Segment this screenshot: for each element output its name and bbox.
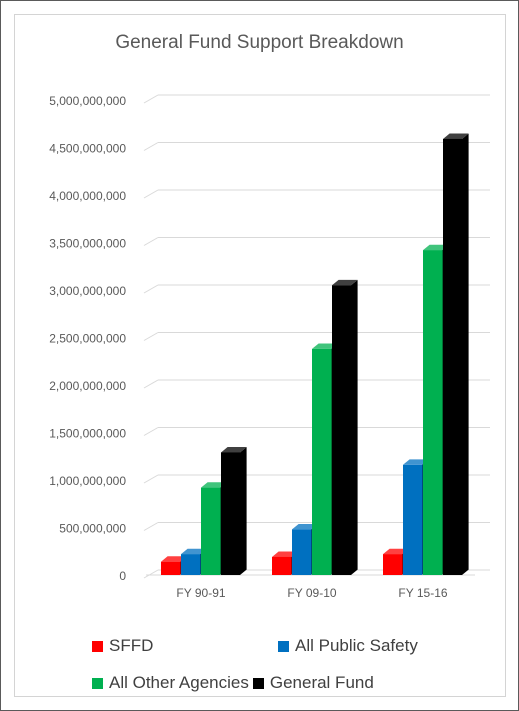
gridline-side — [143, 569, 159, 579]
gridline-side — [143, 379, 159, 389]
y-tick-label: 1,000,000,000 — [49, 474, 126, 488]
legend-item-general-fund: General Fund — [252, 673, 374, 693]
y-tick-label: 3,000,000,000 — [49, 284, 126, 298]
gridline-side — [143, 427, 159, 436]
y-tick-label: 4,000,000,000 — [49, 189, 126, 203]
gridline-side — [143, 189, 159, 199]
gridline-side — [143, 94, 159, 104]
y-tick-label: 1,500,000,000 — [49, 427, 126, 441]
y-tick-label: 0 — [119, 569, 126, 583]
x-tick-label: FY 15-16 — [398, 586, 447, 600]
x-tick-label: FY 90-91 — [176, 586, 225, 600]
legend-item-all-other-agencies: All Other Agencies — [92, 673, 249, 693]
y-tick-label: 4,500,000,000 — [49, 142, 126, 156]
gridline-side — [143, 474, 159, 484]
legend-label: All Public Safety — [295, 636, 418, 655]
bar-general-fund-fy-90-91 — [221, 447, 247, 575]
gridline-side — [143, 332, 159, 341]
y-tick-label: 2,000,000,000 — [49, 379, 126, 393]
legend-row-1: SFFD All Public Safety — [92, 636, 426, 656]
legend-swatch — [92, 640, 103, 652]
gridline-side — [143, 142, 159, 151]
legend-row-2: All Other Agencies General Fund — [92, 673, 382, 693]
legend-item-sffd: SFFD — [92, 636, 270, 656]
gridline-side — [143, 284, 159, 294]
y-tick-label: 3,500,000,000 — [49, 237, 126, 251]
legend-item-all-public-safety: All Public Safety — [278, 636, 418, 656]
gridline-side — [143, 237, 159, 246]
y-tick-label: 2,500,000,000 — [49, 332, 126, 346]
legend-label: General Fund — [269, 673, 374, 692]
legend-label: SFFD — [109, 636, 154, 655]
chart-title: General Fund Support Breakdown — [115, 32, 404, 53]
x-tick-label: FY 09-10 — [287, 586, 336, 600]
bar-general-fund-fy-09-10 — [332, 279, 358, 575]
bar-general-fund-fy-15-16 — [443, 133, 469, 576]
legend-swatch — [92, 677, 103, 689]
y-tick-label: 500,000,000 — [59, 522, 126, 536]
y-tick-label: 5,000,000,000 — [49, 94, 126, 108]
legend-swatch — [252, 677, 264, 689]
gridline-side — [143, 522, 159, 531]
legend-swatch — [278, 640, 289, 652]
legend-label: All Other Agencies — [109, 673, 249, 692]
